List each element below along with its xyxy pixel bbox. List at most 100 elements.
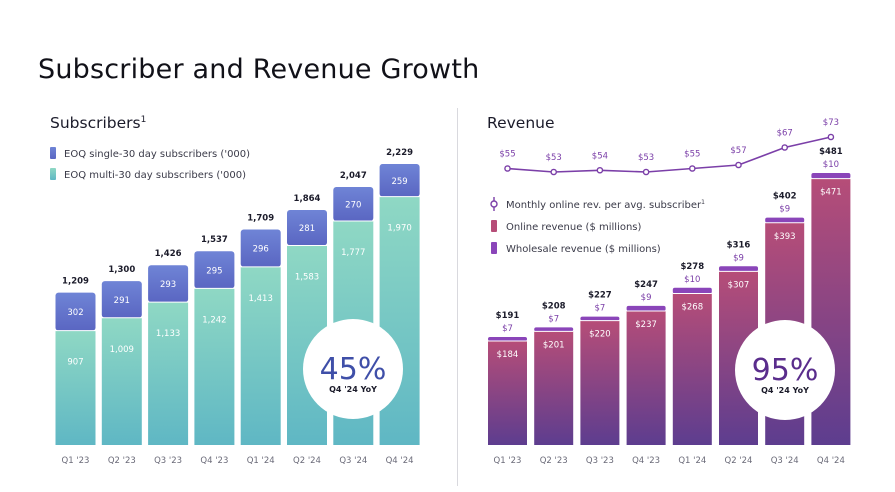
revenue-total-label: $191	[496, 311, 520, 321]
subscribers-multi-value-label: 1,583	[295, 272, 319, 282]
subscribers-single-bar	[240, 229, 281, 267]
subscribers-title-text: Subscribers	[50, 114, 141, 132]
revenue-wholesale-value-label: $10	[684, 275, 700, 285]
subscribers-single-value-label: 259	[391, 177, 407, 187]
revenue-wholesale-value-label: $9	[641, 293, 652, 303]
revenue-per-subscriber-point	[550, 168, 558, 176]
revenue-online-value-label: $307	[728, 280, 750, 290]
revenue-x-tick-label: Q1 '23	[494, 456, 522, 466]
revenue-x-tick-label: Q4 '24	[817, 456, 845, 466]
revenue-online-value-label: $268	[681, 302, 703, 312]
revenue-total-label: $278	[680, 262, 704, 272]
subscribers-multi-value-label: 1,009	[110, 345, 134, 355]
subscribers-single-value-label: 302	[67, 308, 83, 318]
revenue-wholesale-bar	[580, 316, 620, 321]
revenue-online-bar	[534, 331, 574, 445]
subscribers-x-tick-label: Q4 '23	[200, 456, 228, 466]
revenue-per-subscriber-label: $55	[684, 150, 700, 160]
revenue-online-value-label: $201	[543, 340, 565, 350]
subscribers-total-label: 1,709	[247, 214, 274, 224]
revenue-wholesale-value-label: $9	[779, 205, 790, 215]
subscribers-x-tick-label: Q1 '24	[247, 456, 275, 466]
revenue-wholesale-value-label: $10	[823, 160, 839, 170]
revenue-x-tick-label: Q3 '23	[586, 456, 614, 466]
revenue-per-subscriber-label: $67	[777, 129, 793, 139]
subscribers-total-label: 2,047	[340, 171, 367, 181]
subscribers-single-value-label: 270	[345, 200, 361, 210]
subscribers-single-bar	[55, 292, 96, 331]
subscribers-multi-bar	[101, 317, 142, 445]
revenue-legend-wholesale-swatch	[491, 242, 497, 254]
subscribers-single-bar	[333, 186, 374, 221]
revenue-per-subscriber-label: $53	[638, 153, 654, 163]
revenue-wholesale-bar	[765, 217, 805, 223]
revenue-callout-label: Q4 '24 YoY	[761, 386, 809, 395]
revenue-per-subscriber-point	[781, 144, 789, 151]
revenue-wholesale-bar	[626, 305, 666, 311]
revenue-legend-wholesale-label: Wholesale revenue ($ millions)	[506, 244, 661, 255]
revenue-online-bar	[626, 310, 666, 445]
subscribers-single-value-label: 281	[299, 224, 315, 234]
revenue-online-bar	[488, 340, 527, 445]
subscribers-legend-multi-swatch	[50, 168, 56, 180]
revenue-per-subscriber-label: $54	[592, 151, 608, 161]
subscribers-total-label: 1,537	[201, 235, 228, 245]
subscribers-x-tick-label: Q2 '23	[108, 456, 136, 466]
subscribers-multi-value-label: 907	[67, 358, 83, 368]
revenue-per-subscriber-point	[504, 165, 511, 172]
subscribers-total-label: 2,229	[386, 148, 413, 158]
revenue-x-tick-label: Q2 '23	[540, 456, 568, 466]
subscribers-legend-multi-label: EOQ multi-30 day subscribers ('000)	[64, 170, 246, 181]
subscribers-single-value-label: 291	[114, 296, 130, 306]
subscribers-multi-bar	[240, 266, 281, 445]
revenue-total-label: $402	[773, 192, 797, 202]
revenue-per-subscriber-point	[827, 133, 835, 141]
subscribers-x-tick-label: Q4 '24	[386, 456, 414, 466]
revenue-x-tick-label: Q1 '24	[678, 456, 706, 466]
subscribers-multi-bar	[379, 196, 420, 445]
revenue-per-subscriber-line	[507, 136, 832, 173]
revenue-x-tick-label: Q4 '23	[632, 456, 660, 466]
subscribers-single-value-label: 295	[206, 266, 222, 276]
subscribers-multi-bar	[55, 330, 96, 445]
revenue-per-subscriber-point	[689, 165, 696, 172]
subscribers-x-tick-label: Q3 '24	[339, 456, 367, 466]
revenue-wholesale-bar	[719, 266, 758, 272]
subscribers-single-bar	[379, 164, 420, 197]
revenue-online-value-label: $471	[820, 188, 842, 198]
revenue-online-value-label: $393	[774, 232, 796, 242]
subscribers-single-bar	[287, 210, 327, 246]
revenue-x-tick-label: Q3 '24	[771, 456, 799, 466]
revenue-legend-line-label-footnote: 1	[701, 199, 705, 206]
subscribers-multi-value-label: 1,242	[202, 315, 226, 325]
subscribers-single-bar	[101, 281, 142, 318]
subscribers-single-bar	[148, 265, 189, 303]
subscribers-multi-bar	[194, 288, 235, 445]
revenue-wholesale-value-label: $7	[594, 304, 605, 314]
subscribers-multi-value-label: 1,777	[341, 248, 365, 258]
subscribers-x-tick-label: Q2 '24	[293, 456, 321, 466]
subscribers-single-bar	[194, 251, 235, 289]
revenue-online-bar	[580, 320, 620, 445]
revenue-total-label: $316	[727, 240, 751, 250]
subscribers-callout-value: 45%	[320, 352, 387, 387]
revenue-per-subscriber-point	[596, 166, 604, 174]
revenue-legend-line-marker	[490, 200, 498, 208]
revenue-legend-online-swatch	[491, 220, 497, 232]
revenue-online-value-label: $237	[635, 320, 657, 330]
revenue-per-subscriber-label: $73	[823, 118, 839, 128]
revenue-per-subscriber-label: $57	[730, 146, 746, 156]
subscribers-x-tick-label: Q1 '23	[62, 456, 90, 466]
revenue-total-label: $208	[542, 301, 566, 311]
subscribers-total-label: 1,864	[294, 194, 321, 204]
subscribers-single-value-label: 296	[253, 245, 269, 255]
revenue-wholesale-bar	[488, 336, 527, 341]
revenue-per-subscriber-label: $53	[546, 153, 562, 163]
subscribers-total-label: 1,426	[155, 249, 182, 259]
revenue-per-subscriber-label: $55	[499, 150, 515, 160]
subscribers-legend-single-label: EOQ single-30 day subscribers ('000)	[64, 149, 250, 160]
revenue-x-tick-label: Q2 '24	[725, 456, 753, 466]
subscribers-multi-bar	[148, 302, 189, 445]
subscribers-multi-value-label: 1,970	[387, 224, 411, 234]
